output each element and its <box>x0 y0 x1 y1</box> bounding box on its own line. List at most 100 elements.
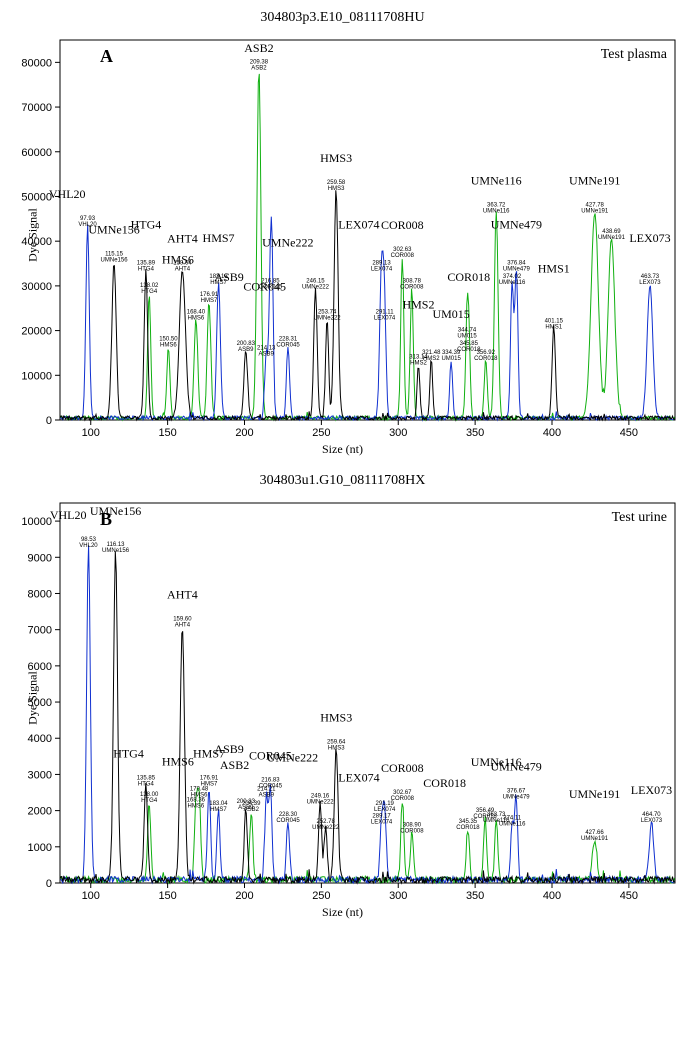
panel-b: 304803u1.G10_08111708HX Dye Signal 100 15… <box>0 463 685 926</box>
svg-text:COR045: COR045 <box>276 818 300 824</box>
svg-text:LEX074: LEX074 <box>371 266 393 272</box>
panel-b-title: 304803u1.G10_08111708HX <box>0 463 685 493</box>
svg-text:9000: 9000 <box>28 552 52 564</box>
svg-text:UM015: UM015 <box>432 307 469 321</box>
svg-text:200: 200 <box>235 890 253 902</box>
svg-text:20000: 20000 <box>21 326 52 338</box>
svg-text:UMNe191: UMNe191 <box>598 235 626 241</box>
svg-text:0: 0 <box>46 415 52 427</box>
svg-text:Test plasma: Test plasma <box>601 47 668 62</box>
svg-text:150: 150 <box>158 890 176 902</box>
svg-text:150: 150 <box>158 427 176 439</box>
svg-text:COR018: COR018 <box>447 270 490 284</box>
svg-text:400: 400 <box>543 427 561 439</box>
svg-text:LEX074: LEX074 <box>371 820 393 826</box>
svg-text:HTG4: HTG4 <box>138 266 155 272</box>
svg-text:ASB2: ASB2 <box>251 65 267 71</box>
svg-text:100: 100 <box>82 427 100 439</box>
svg-text:COR008: COR008 <box>400 829 424 835</box>
svg-text:COR045: COR045 <box>243 279 286 293</box>
svg-text:COR008: COR008 <box>400 284 424 290</box>
svg-text:HMS7: HMS7 <box>201 298 218 304</box>
svg-text:LEX073: LEX073 <box>629 231 670 245</box>
svg-text:450: 450 <box>620 890 638 902</box>
svg-text:AHT4: AHT4 <box>175 622 191 628</box>
svg-text:AHT4: AHT4 <box>167 231 198 245</box>
svg-text:LEX074: LEX074 <box>374 807 396 813</box>
svg-text:30000: 30000 <box>21 281 52 293</box>
svg-text:400: 400 <box>543 890 561 902</box>
svg-text:3000: 3000 <box>28 769 52 781</box>
panel-a-title: 304803p3.E10_08111708HU <box>0 0 685 30</box>
svg-text:HMS3: HMS3 <box>328 745 345 751</box>
panel-a-svg: 1001502002503003504004500100002000030000… <box>0 30 685 440</box>
svg-text:VHL20: VHL20 <box>79 543 98 549</box>
svg-text:8000: 8000 <box>28 588 52 600</box>
svg-text:300: 300 <box>389 427 407 439</box>
svg-text:200: 200 <box>235 427 253 439</box>
svg-text:4000: 4000 <box>28 733 52 745</box>
svg-text:HMS3: HMS3 <box>328 186 345 192</box>
figure: 304803p3.E10_08111708HU Dye Signal 100 15… <box>0 0 685 926</box>
svg-text:250: 250 <box>312 890 330 902</box>
svg-text:UMNe479: UMNe479 <box>503 266 531 272</box>
svg-text:UMNe156: UMNe156 <box>90 504 141 518</box>
svg-text:UM015: UM015 <box>457 334 477 340</box>
svg-text:ASB9: ASB9 <box>238 347 254 353</box>
svg-text:UMNe222: UMNe222 <box>314 316 342 322</box>
svg-text:AHT4: AHT4 <box>175 266 191 272</box>
svg-text:100: 100 <box>82 890 100 902</box>
svg-text:LEX074: LEX074 <box>374 316 396 322</box>
svg-text:COR018: COR018 <box>423 776 466 790</box>
svg-text:UMNe222: UMNe222 <box>267 751 318 765</box>
svg-text:HTG4: HTG4 <box>141 798 158 804</box>
panel-a-xlabel: Size (nt) <box>0 440 685 463</box>
svg-text:UMNe156: UMNe156 <box>101 258 129 264</box>
panel-a-plotwrap: Dye Signal 10015020025030035040045001000… <box>0 30 685 440</box>
svg-text:ASB2: ASB2 <box>244 41 273 55</box>
svg-text:HMS3: HMS3 <box>320 151 352 165</box>
svg-text:COR008: COR008 <box>391 253 415 259</box>
svg-text:ASB2: ASB2 <box>244 807 260 813</box>
svg-text:LEX074: LEX074 <box>338 217 379 231</box>
svg-text:UMNe479: UMNe479 <box>490 759 541 773</box>
panel-b-xlabel: Size (nt) <box>0 903 685 926</box>
svg-text:UMNe479: UMNe479 <box>491 217 542 231</box>
svg-text:UMNe191: UMNe191 <box>581 208 609 214</box>
svg-text:80000: 80000 <box>21 57 52 69</box>
svg-text:HMS6: HMS6 <box>160 342 177 348</box>
svg-text:UM015: UM015 <box>441 356 461 362</box>
svg-text:ASB9: ASB9 <box>214 742 243 756</box>
svg-text:COR008: COR008 <box>381 218 424 232</box>
panel-a-ylabel: Dye Signal <box>25 208 40 262</box>
svg-text:AHT4: AHT4 <box>167 587 198 601</box>
svg-text:10000: 10000 <box>21 370 52 382</box>
svg-text:70000: 70000 <box>21 102 52 114</box>
svg-text:HMS6: HMS6 <box>188 803 205 809</box>
svg-text:LEX073: LEX073 <box>631 783 672 797</box>
svg-text:COR008: COR008 <box>381 761 424 775</box>
svg-text:HTG4: HTG4 <box>141 289 158 295</box>
svg-text:HMS1: HMS1 <box>545 325 562 331</box>
svg-text:250: 250 <box>312 427 330 439</box>
svg-text:UMNe191: UMNe191 <box>581 836 609 842</box>
svg-text:UMNe222: UMNe222 <box>312 825 340 831</box>
svg-text:0: 0 <box>46 878 52 890</box>
svg-text:HMS7: HMS7 <box>210 807 227 813</box>
svg-text:7000: 7000 <box>28 625 52 637</box>
svg-text:UMNe222: UMNe222 <box>262 235 313 249</box>
svg-text:2000: 2000 <box>28 806 52 818</box>
panel-a: 304803p3.E10_08111708HU Dye Signal 100 15… <box>0 0 685 463</box>
svg-text:LEX074: LEX074 <box>338 771 379 785</box>
svg-text:COR018: COR018 <box>474 356 498 362</box>
svg-text:350: 350 <box>466 890 484 902</box>
svg-text:HMS2: HMS2 <box>423 356 440 362</box>
svg-text:350: 350 <box>466 427 484 439</box>
svg-text:UMNe116: UMNe116 <box>471 173 522 187</box>
svg-text:UMNe222: UMNe222 <box>307 800 335 806</box>
svg-text:UMNe156: UMNe156 <box>102 548 130 554</box>
svg-text:UMNe479: UMNe479 <box>503 794 531 800</box>
svg-text:HMS7: HMS7 <box>201 782 218 788</box>
panel-b-ylabel: Dye Signal <box>25 671 40 725</box>
svg-text:HMS3: HMS3 <box>320 710 352 724</box>
